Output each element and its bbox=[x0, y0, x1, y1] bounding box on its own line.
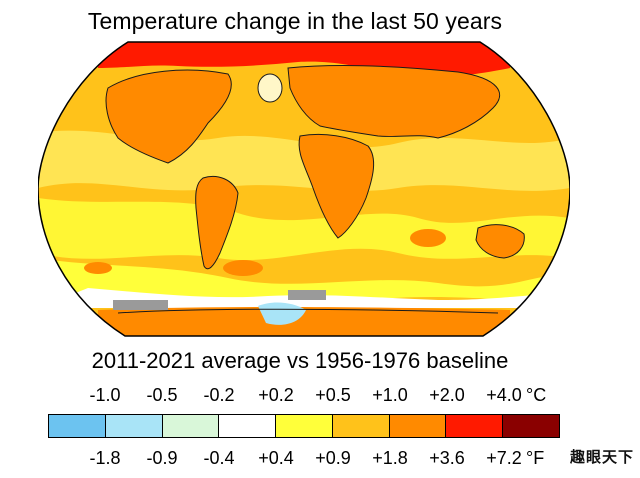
scale-celsius-labels: -1.0 -0.5 -0.2 +0.2 +0.5 +1.0 +2.0 +4.0 … bbox=[0, 385, 640, 409]
color-scale-bar bbox=[48, 414, 560, 438]
fahrenheit-label: +7.2 bbox=[486, 448, 522, 468]
scale-swatch bbox=[219, 415, 277, 437]
scale-swatch bbox=[105, 415, 163, 437]
world-temperature-map bbox=[38, 38, 570, 340]
celsius-label: -1.0 bbox=[89, 385, 121, 405]
fahrenheit-label: -0.9 bbox=[146, 448, 178, 468]
watermark-text: 趣眼天下 bbox=[569, 448, 634, 466]
fahrenheit-label: +0.9 bbox=[315, 448, 351, 468]
fahrenheit-label: -0.4 bbox=[203, 448, 235, 468]
scale-swatch bbox=[49, 415, 106, 437]
map-title: Temperature change in the last 50 years bbox=[87, 8, 503, 34]
scale-swatch bbox=[446, 415, 504, 437]
celsius-label: -0.2 bbox=[203, 385, 235, 405]
map-subtitle: 2011-2021 average vs 1956-1976 baseline bbox=[91, 348, 509, 373]
scale-swatch bbox=[162, 415, 220, 437]
fahrenheit-label: +0.4 bbox=[258, 448, 294, 468]
scale-swatch bbox=[332, 415, 390, 437]
celsius-label: -0.5 bbox=[146, 385, 178, 405]
scale-swatch bbox=[276, 415, 333, 437]
celsius-label: +0.2 bbox=[258, 385, 294, 405]
scale-swatch bbox=[503, 415, 560, 437]
fahrenheit-unit: °F bbox=[526, 448, 545, 468]
fahrenheit-label: +3.6 bbox=[429, 448, 465, 468]
celsius-unit: °C bbox=[526, 385, 547, 405]
celsius-label: +1.0 bbox=[372, 385, 408, 405]
scale-fahrenheit-labels: -1.8 -0.9 -0.4 +0.4 +0.9 +1.8 +3.6 +7.2 … bbox=[0, 448, 640, 472]
celsius-label: +2.0 bbox=[429, 385, 465, 405]
fahrenheit-label: -1.8 bbox=[89, 448, 121, 468]
fahrenheit-label: +1.8 bbox=[372, 448, 408, 468]
celsius-label: +0.5 bbox=[315, 385, 351, 405]
scale-swatch bbox=[389, 415, 447, 437]
celsius-label: +4.0 bbox=[486, 385, 522, 405]
